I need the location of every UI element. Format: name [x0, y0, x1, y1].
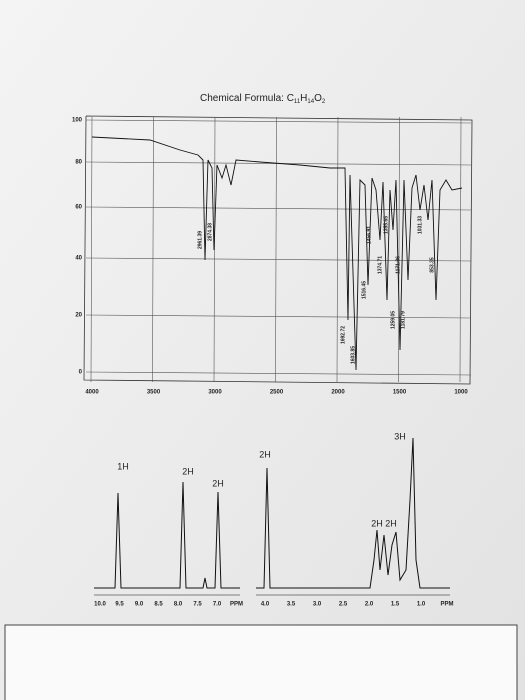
peak-label: 1355.65	[383, 216, 389, 234]
title-text: Chemical Formula: C	[200, 93, 294, 104]
ppm-label: 4.0	[261, 602, 270, 608]
grid-line	[90, 116, 93, 383]
peak-label: 1456.91	[366, 226, 372, 244]
grid-line	[213, 116, 216, 383]
x-tick-label: 2500	[270, 390, 284, 396]
y-tick-label: 0	[79, 370, 83, 376]
ppm-label: 2.0	[365, 602, 374, 608]
title-text: O	[314, 93, 322, 104]
answer-box	[4, 624, 518, 700]
chart-title: Chemical Formula: C11H14O2	[200, 93, 326, 105]
peak-label: 1692.72	[340, 326, 346, 344]
y-tick-label: 80	[75, 160, 82, 166]
subscript: 2	[322, 99, 326, 105]
nmr-spectrum	[94, 437, 450, 596]
grid-line	[85, 314, 472, 319]
ppm-label: 8.5	[154, 602, 163, 608]
ppm-label: 7.0	[213, 602, 222, 608]
ppm-label: PPM	[440, 602, 453, 608]
peak-label: 853.35	[429, 257, 435, 273]
peak-label: 2961.39	[197, 231, 203, 249]
ppm-label: 10.0	[94, 602, 106, 608]
integration-label: 2H	[259, 449, 271, 459]
ir-frame	[83, 115, 473, 385]
peak-label: 1603.85	[350, 346, 356, 364]
x-tick-label: 1500	[393, 390, 407, 396]
y-tick-label: 100	[72, 118, 83, 124]
ppm-label: 2.5	[339, 602, 348, 608]
title-text: H	[300, 93, 307, 104]
peak-label: 1259.05	[390, 311, 396, 329]
grid-line	[152, 116, 154, 383]
peak-label: 1374.71	[377, 256, 383, 274]
y-tick-label: 60	[75, 205, 82, 211]
ppm-label: 7.5	[193, 602, 202, 608]
peak-label: 2874.38	[207, 223, 213, 241]
x-tick-label: 1000	[454, 390, 468, 396]
integration-label: 2H 2H	[371, 518, 397, 528]
ir-grid	[85, 116, 472, 383]
grid-line	[85, 206, 472, 211]
grid-line	[85, 371, 472, 376]
peak-label: 1516.45	[361, 281, 367, 299]
subscript: 11	[294, 99, 301, 105]
integration-label: 2H	[212, 478, 224, 488]
integration-label: 2H	[182, 466, 194, 476]
ppm-label: 3.5	[287, 602, 296, 608]
grid-line	[336, 116, 339, 383]
x-tick-label: 4000	[85, 390, 99, 396]
ppm-label: 1.5	[391, 602, 400, 608]
ppm-label: 8.0	[174, 602, 183, 608]
ppm-label: 9.5	[115, 602, 124, 608]
x-tick-label: 3500	[147, 390, 161, 396]
y-tick-label: 40	[75, 256, 82, 262]
ppm-label: 9.0	[135, 602, 144, 608]
grid-line	[459, 116, 462, 383]
y-tick-label: 20	[75, 313, 82, 319]
peak-label: 1181.79	[400, 311, 406, 329]
grid-line	[275, 116, 277, 383]
grid-line	[85, 119, 472, 124]
ppm-label: 1.0	[417, 602, 426, 608]
subscript: 14	[307, 99, 314, 105]
x-tick-label: 2000	[331, 390, 345, 396]
ppm-label: 3.0	[313, 602, 322, 608]
integration-label: 1H	[117, 461, 129, 471]
ppm-label: PPM	[230, 602, 243, 608]
integration-label: 3H	[394, 431, 406, 441]
peak-label: 1031.33	[417, 216, 423, 234]
ir-spectrum	[91, 136, 463, 371]
peak-label: 1171.36	[395, 256, 401, 274]
x-tick-label: 3000	[208, 390, 222, 396]
grid-line	[398, 116, 400, 383]
